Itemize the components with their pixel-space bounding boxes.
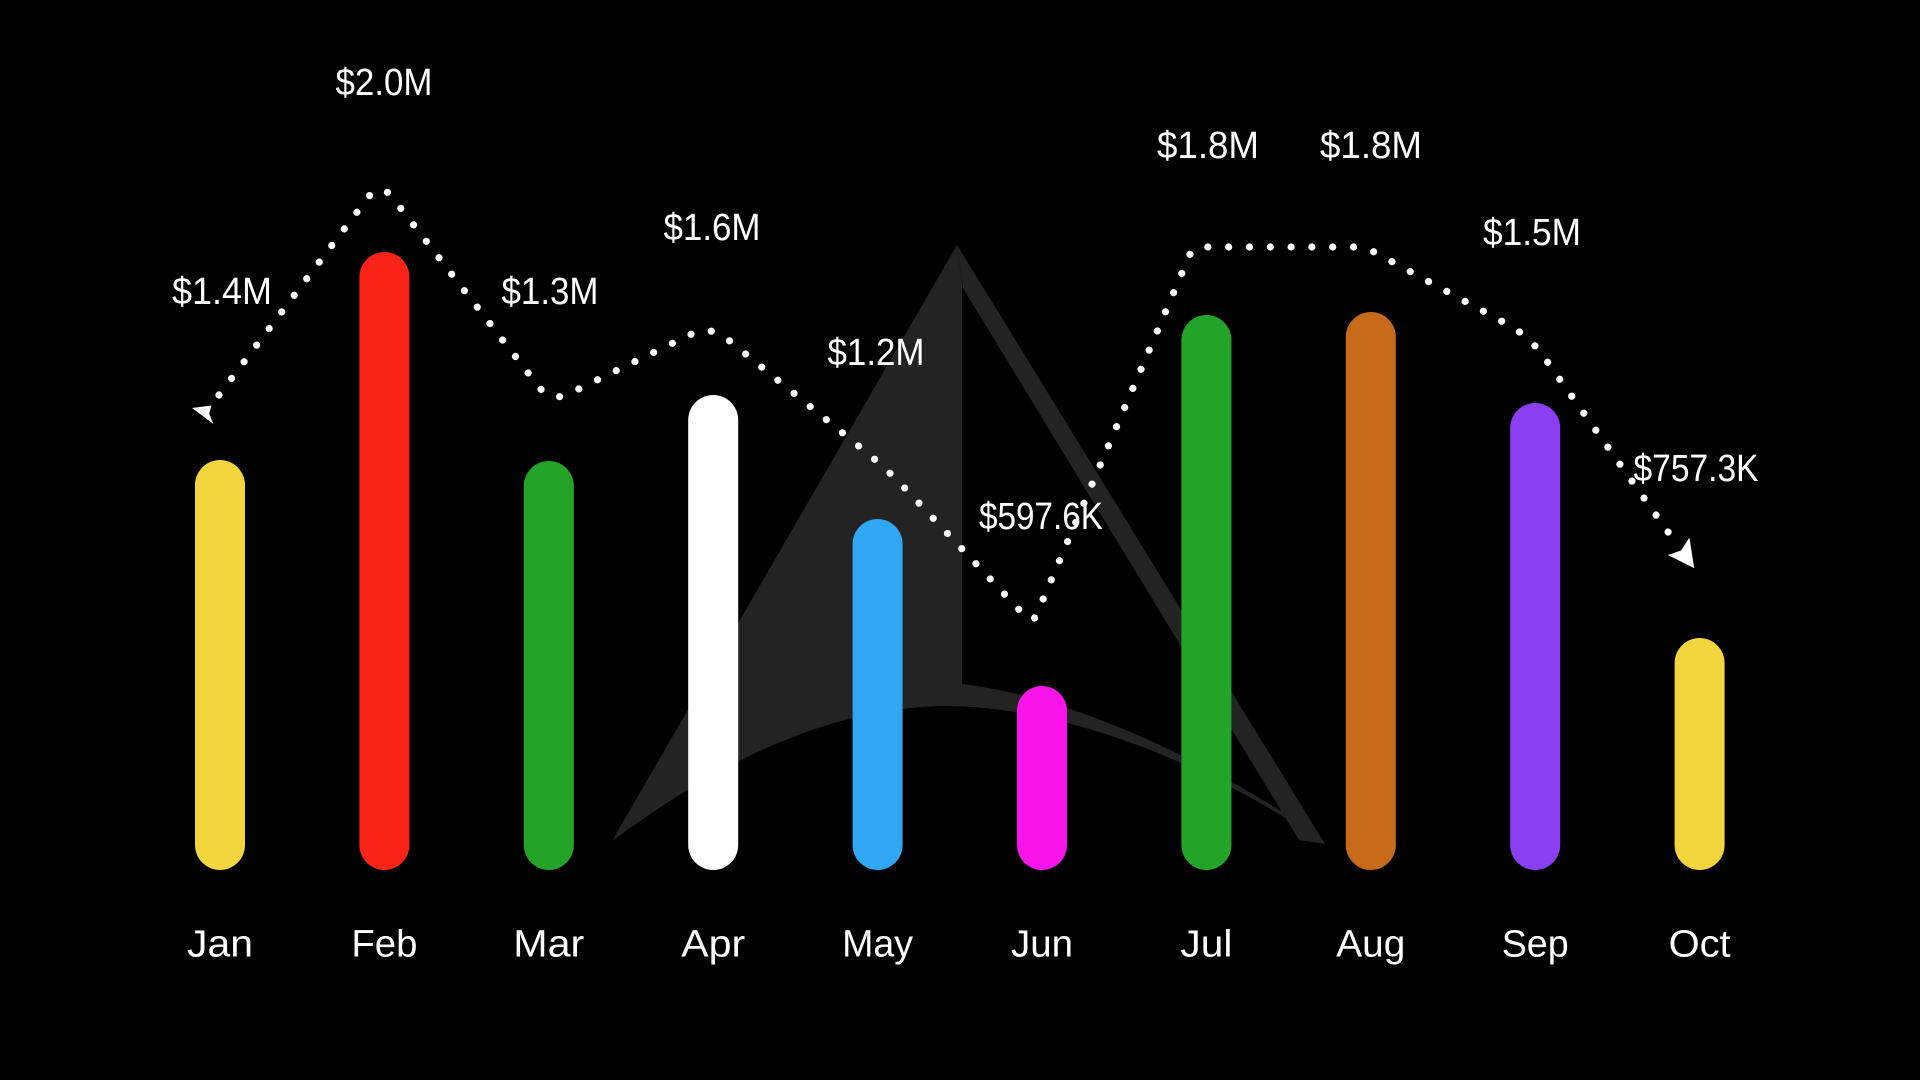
svg-text:$597.6K: $597.6K bbox=[979, 496, 1103, 538]
svg-text:Feb: Feb bbox=[351, 924, 417, 966]
svg-text:$1.2M: $1.2M bbox=[828, 332, 925, 374]
svg-text:Jun: Jun bbox=[1011, 924, 1073, 966]
svg-text:Mar: Mar bbox=[513, 924, 584, 966]
svg-text:$1.8M: $1.8M bbox=[1157, 125, 1259, 167]
svg-text:$1.3M: $1.3M bbox=[502, 271, 599, 313]
svg-text:$2.0M: $2.0M bbox=[336, 62, 433, 104]
svg-text:$1.6M: $1.6M bbox=[664, 207, 761, 249]
svg-text:$757.3K: $757.3K bbox=[1634, 448, 1759, 490]
svg-text:Jan: Jan bbox=[187, 924, 253, 966]
svg-text:Jul: Jul bbox=[1180, 924, 1232, 966]
svg-text:$1.5M: $1.5M bbox=[1483, 212, 1581, 254]
svg-text:$1.4M: $1.4M bbox=[172, 271, 272, 313]
svg-text:Apr: Apr bbox=[681, 924, 745, 966]
svg-text:Sep: Sep bbox=[1502, 924, 1569, 966]
svg-text:Aug: Aug bbox=[1336, 924, 1405, 966]
svg-text:May: May bbox=[842, 924, 913, 966]
svg-text:$1.8M: $1.8M bbox=[1320, 125, 1422, 167]
svg-text:Oct: Oct bbox=[1669, 924, 1731, 966]
